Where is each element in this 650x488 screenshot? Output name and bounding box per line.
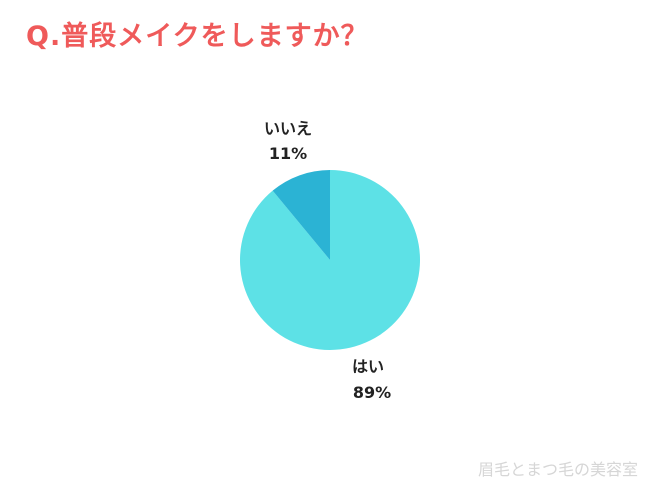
slice-value-hai: 89% xyxy=(353,383,391,402)
chart-title: Q.普段メイクをしますか？ xyxy=(26,21,369,52)
pie-slices xyxy=(240,170,420,350)
slice-label-iie: いいえ xyxy=(264,119,312,138)
watermark: 眉毛とまつ毛の美容室 xyxy=(477,460,638,479)
slice-value-iie: 11% xyxy=(269,144,307,163)
pie-slice-1 xyxy=(272,170,330,260)
pie-labels: いいえ 11% はい 89% xyxy=(264,119,391,402)
slice-label-hai: はい xyxy=(352,357,384,376)
